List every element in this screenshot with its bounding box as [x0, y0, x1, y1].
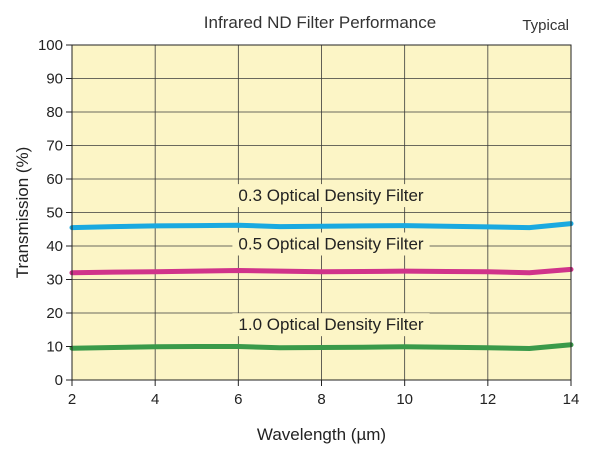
series-line	[69, 342, 574, 351]
x-tick-label: 8	[317, 391, 325, 408]
series-label: 1.0 Optical Density Filter	[238, 315, 424, 334]
series-label: 0.5 Optical Density Filter	[238, 234, 424, 253]
y-tick-label: 60	[46, 171, 63, 188]
y-tick-label: 80	[46, 104, 63, 121]
y-tick-label: 20	[46, 305, 63, 322]
y-tick-label: 50	[46, 205, 63, 222]
series-line	[69, 221, 574, 231]
series-label: 0.3 Optical Density Filter	[238, 186, 424, 205]
x-tick-label: 2	[68, 391, 76, 408]
y-tick-label: 30	[46, 272, 63, 289]
chart-subtitle: Typical	[522, 17, 569, 34]
y-axis-label: Transmission (%)	[13, 147, 32, 279]
x-tick-label: 4	[151, 391, 159, 408]
series-label-background	[232, 232, 430, 256]
y-tick-label: 90	[46, 71, 63, 88]
y-tick-label: 10	[46, 339, 63, 356]
y-tick-label: 70	[46, 138, 63, 155]
x-axis-label: Wavelength (µm)	[257, 425, 386, 444]
y-tick-label: 100	[38, 37, 63, 54]
tick-layer: 0 10 20 30 40 50 60 70 80 90 100 2 4 6 8 10 12 14	[38, 37, 579, 408]
y-tick-label: 40	[46, 238, 63, 255]
series-layer: 0.3 Optical Density Filter 0.5 Optical De…	[69, 184, 574, 351]
x-tick-label: 6	[234, 391, 242, 408]
series-label-background	[232, 313, 430, 337]
chart-title: Infrared ND Filter Performance	[204, 13, 436, 32]
series-line	[69, 266, 574, 276]
y-tick-label: 0	[55, 372, 63, 389]
x-tick-label: 14	[563, 391, 580, 408]
x-tick-label: 10	[396, 391, 413, 408]
x-tick-label: 12	[479, 391, 496, 408]
series-label-background	[232, 184, 430, 208]
